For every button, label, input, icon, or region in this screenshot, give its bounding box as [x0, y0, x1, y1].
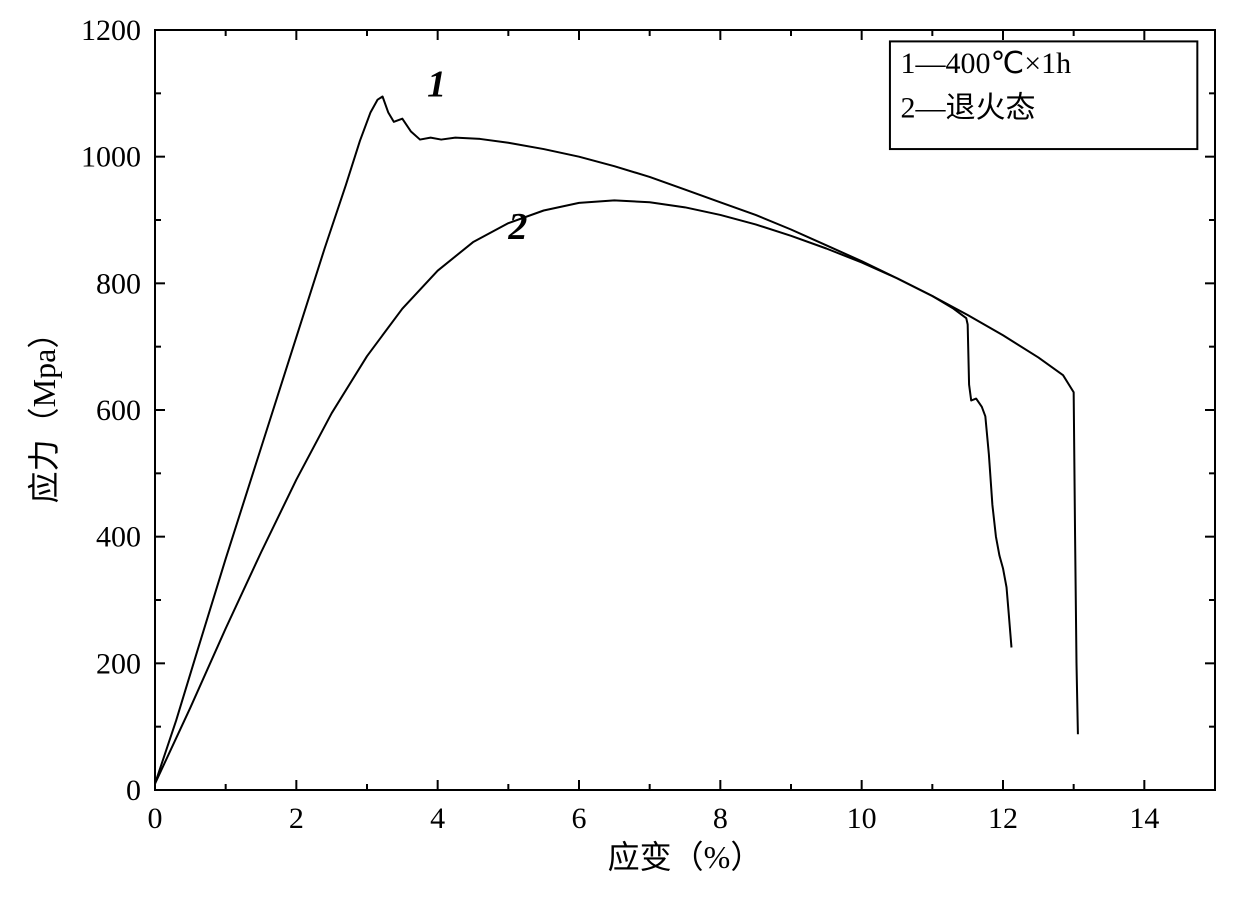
- series-label-2: 2: [507, 206, 527, 248]
- x-tick-label: 8: [713, 802, 728, 835]
- y-tick-label: 400: [96, 521, 141, 554]
- y-tick-label: 200: [96, 647, 141, 680]
- y-axis-label: 应力（Mpa）: [26, 317, 62, 504]
- y-tick-label: 800: [96, 267, 141, 300]
- y-tick-label: 1000: [81, 141, 141, 174]
- x-tick-label: 4: [430, 802, 445, 835]
- x-tick-label: 14: [1129, 802, 1159, 835]
- x-tick-label: 6: [572, 802, 587, 835]
- x-tick-label: 10: [847, 802, 877, 835]
- y-tick-label: 0: [126, 774, 141, 807]
- x-axis-label: 应变（%）: [608, 839, 763, 875]
- x-tick-label: 12: [988, 802, 1018, 835]
- stress-strain-chart: 02468101214020040060080010001200应变（%）应力（…: [0, 0, 1240, 905]
- legend-line: 2—退火态: [901, 91, 1036, 124]
- y-tick-label: 600: [96, 394, 141, 427]
- series-label-1: 1: [427, 64, 446, 106]
- x-tick-label: 2: [289, 802, 304, 835]
- y-tick-label: 1200: [81, 14, 141, 47]
- x-tick-label: 0: [148, 802, 163, 835]
- legend-line: 1—400℃×1h: [901, 47, 1072, 80]
